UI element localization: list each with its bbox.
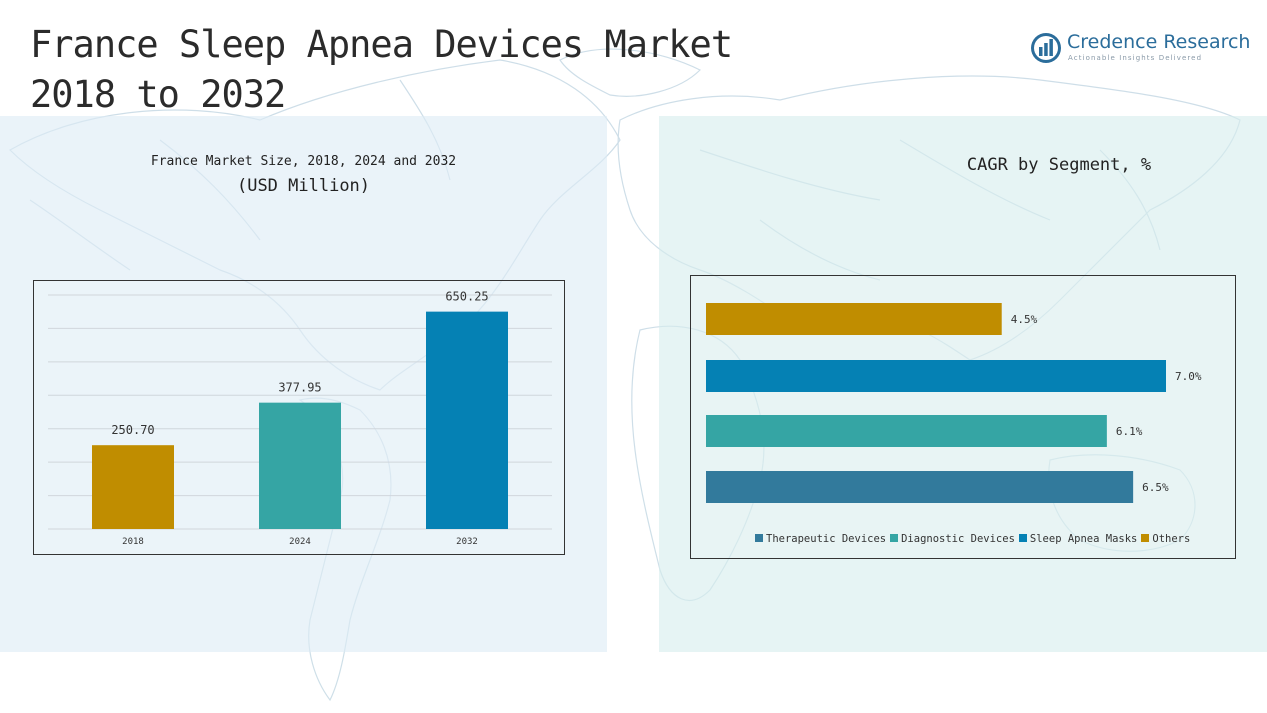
bar-value-label: 650.25 xyxy=(445,290,488,304)
page-title: France Sleep Apnea Devices Market 2018 t… xyxy=(30,20,733,120)
cagr-chart-title-text: CAGR by Segment, % xyxy=(966,155,1152,175)
hbar-value-label: 6.1% xyxy=(1116,425,1143,438)
hbar-value-label: 7.0% xyxy=(1175,370,1202,383)
cagr-legend: Therapeutic Devices Diagnostic Devices Sle… xyxy=(755,533,1194,545)
x-tick-label: 2032 xyxy=(456,537,478,547)
hbar-others xyxy=(706,303,1002,335)
x-tick-label: 2024 xyxy=(289,537,311,547)
legend-swatch xyxy=(1018,534,1027,542)
market-size-chart-title: France Market Size, 2018, 2024 and 2032 xyxy=(150,154,457,169)
legend-item: Others xyxy=(1141,533,1190,545)
legend-item: Sleep Apnea Masks xyxy=(1018,533,1138,545)
legend-item: Therapeutic Devices xyxy=(755,533,886,545)
legend-label: Others xyxy=(1152,533,1191,545)
hbar-value-label: 4.5% xyxy=(1011,313,1038,326)
legend-swatch xyxy=(1141,534,1150,542)
bar-value-label: 250.70 xyxy=(111,423,154,437)
legend-swatch xyxy=(890,534,899,542)
cagr-chart-title: CAGR by Segment, % xyxy=(659,155,1267,175)
legend-swatch xyxy=(755,534,763,542)
cagr-segment-svg: 4.5% 7.0% 6.1% 6.5% xyxy=(706,303,1202,503)
bar-2024 xyxy=(259,402,341,529)
bar-value-label: 377.95 xyxy=(278,381,321,395)
market-size-bar-svg: 250.70 2018 377.95 2024 650.25 2032 xyxy=(48,290,552,547)
hbar-diagnostic-devices xyxy=(706,415,1107,447)
hbar-sleep-apnea-masks xyxy=(706,360,1166,392)
page-title-line-1: France Sleep Apnea Devices Market xyxy=(30,23,733,66)
legend-label: Diagnostic Devices xyxy=(901,533,1015,545)
x-tick-label: 2018 xyxy=(122,537,144,547)
bar-2018 xyxy=(92,445,174,529)
legend-label: Sleep Apnea Masks xyxy=(1029,533,1138,545)
logo-brand-name: Credence Research xyxy=(1067,31,1251,53)
cagr-segment-chart: 4.5% 7.0% 6.1% 6.5% xyxy=(690,275,1236,559)
logo-tagline: Actionable Insights Delivered xyxy=(1068,54,1203,62)
credence-research-logo: Credence Research Actionable Insights De… xyxy=(1030,30,1250,66)
bar-2032 xyxy=(426,311,508,529)
legend-label: Therapeutic Devices xyxy=(766,533,887,545)
page-title-line-2: 2018 to 2032 xyxy=(30,73,286,116)
market-size-chart-unit: (USD Million) xyxy=(236,176,371,196)
hbar-value-label: 6.5% xyxy=(1142,481,1169,494)
hbar-therapeutic-devices xyxy=(706,471,1134,503)
logo-chart-icon xyxy=(1031,33,1061,63)
legend-item: Diagnostic Devices xyxy=(890,533,1015,545)
market-size-bar-chart: 250.70 2018 377.95 2024 650.25 2032 xyxy=(33,280,565,555)
